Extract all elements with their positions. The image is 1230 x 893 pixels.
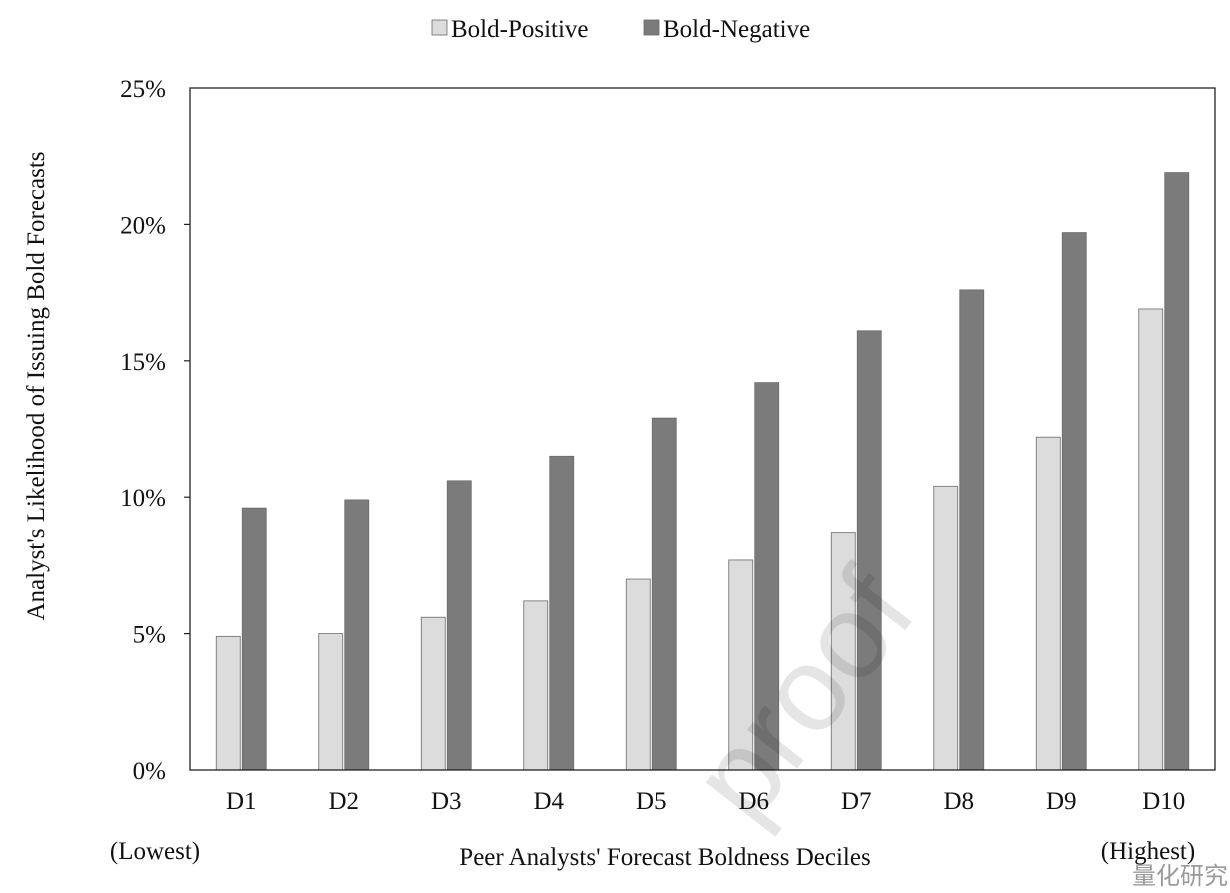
bar-bold-negative-d2	[344, 499, 370, 771]
bar-bold-negative-d7	[856, 330, 882, 771]
legend-label-bold-negative: Bold-Negative	[663, 16, 810, 43]
bar-bold-positive-d1	[215, 635, 241, 771]
bars-group	[215, 172, 1190, 771]
legend-label-bold-positive: Bold-Positive	[451, 16, 589, 43]
x-axis: D1 D2 D3 D4 D5 D6 D7 D8 D9 D10	[226, 788, 1185, 815]
x-tick-label: D7	[841, 788, 872, 815]
y-tick-label: 20%	[120, 212, 166, 239]
bar-bold-positive-d6	[728, 559, 754, 771]
y-tick-label: 0%	[133, 758, 166, 785]
bar-bold-positive-d5	[625, 578, 651, 771]
bar-bold-positive-d10	[1138, 308, 1164, 771]
x-tick-label: D3	[431, 788, 462, 815]
corner-mark: 量化研究	[1132, 862, 1228, 888]
x-tick-label: D1	[226, 788, 257, 815]
x-tick-label: D10	[1142, 788, 1185, 815]
x-edge-label-right: (Highest)	[1101, 838, 1195, 865]
x-tick-label: D9	[1046, 788, 1077, 815]
x-tick-label: D8	[943, 788, 974, 815]
x-tick-label: D2	[328, 788, 359, 815]
x-tick-label: D6	[738, 788, 769, 815]
x-edge-label-left: (Lowest)	[110, 838, 200, 865]
bar-bold-negative-d10	[1164, 172, 1190, 771]
y-tick-label: 25%	[120, 76, 166, 103]
plot-frame	[189, 87, 1216, 771]
x-axis-title: Peer Analysts' Forecast Boldness Deciles	[459, 844, 870, 871]
bar-bold-positive-d4	[523, 600, 549, 771]
y-tick-label: 15%	[120, 349, 166, 376]
bar-bold-negative-d6	[754, 382, 780, 771]
legend: Bold-Positive Bold-Negative	[431, 16, 810, 43]
bar-bold-negative-d9	[1061, 232, 1087, 771]
watermark: proof	[666, 545, 940, 844]
y-tick-label: 10%	[120, 485, 166, 512]
bar-bold-positive-d2	[318, 633, 344, 771]
x-tick-label: D4	[533, 788, 564, 815]
x-tick-label: D5	[636, 788, 667, 815]
bar-bold-positive-d3	[420, 616, 446, 771]
bar-bold-negative-d1	[241, 507, 267, 771]
legend-swatch-bold-negative	[643, 19, 660, 36]
legend-swatch-bold-positive	[431, 19, 448, 36]
bar-bold-positive-d7	[830, 532, 856, 771]
y-axis-title: Analyst's Likelihood of Issuing Bold For…	[23, 151, 50, 620]
bar-bold-negative-d8	[959, 289, 985, 771]
y-tick-label: 5%	[133, 622, 166, 649]
bar-bold-negative-d4	[549, 455, 575, 771]
bar-bold-positive-d9	[1035, 436, 1061, 771]
bar-bold-negative-d3	[446, 480, 472, 771]
bar-bold-negative-d5	[651, 417, 677, 771]
y-axis: 0% 5% 10% 15% 20% 25%	[120, 76, 190, 785]
